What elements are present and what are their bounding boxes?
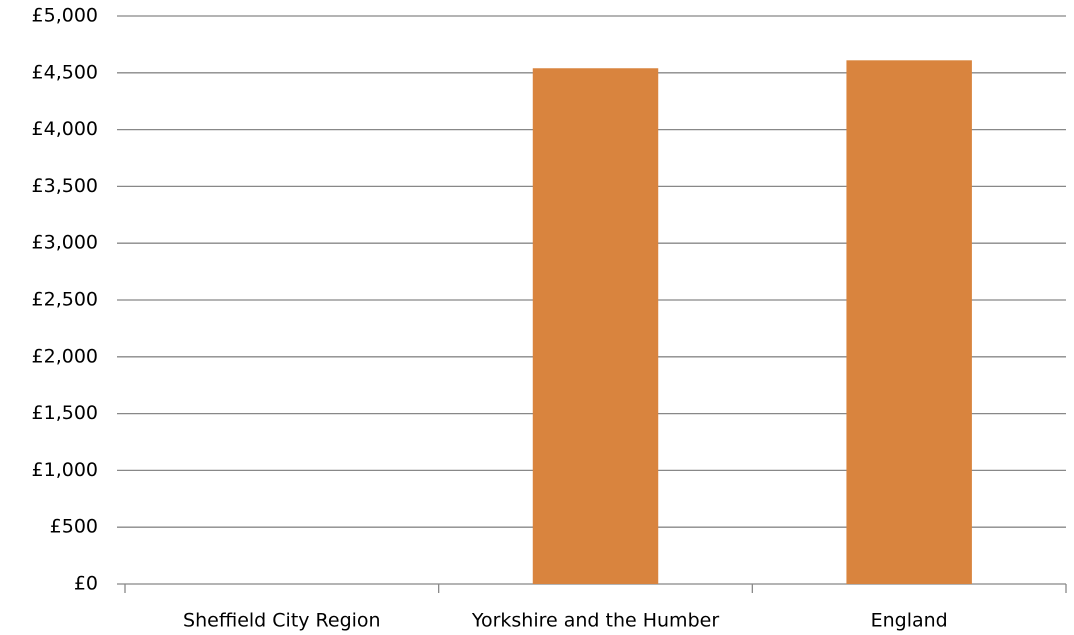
x-tick-label: Sheffield City Region [183,610,381,632]
y-tick-label: £2,000 [32,345,98,367]
y-tick-label: £2,500 [32,289,98,311]
y-tick-label: £1,500 [32,402,98,424]
y-tick-label: £0 [74,573,98,595]
bar [846,60,972,584]
y-tick-label: £500 [50,516,98,538]
y-tick-label: £3,000 [32,232,98,254]
y-tick-label: £1,000 [32,459,98,481]
bar [532,68,659,585]
y-tick-label: £4,500 [32,61,98,83]
y-tick-label: £4,000 [32,118,98,140]
x-tick-label: Yorkshire and the Humber [471,610,719,632]
y-tick-label: £5,000 [32,5,98,27]
x-tick-label: England [871,610,948,632]
y-tick-label: £3,500 [32,175,98,197]
